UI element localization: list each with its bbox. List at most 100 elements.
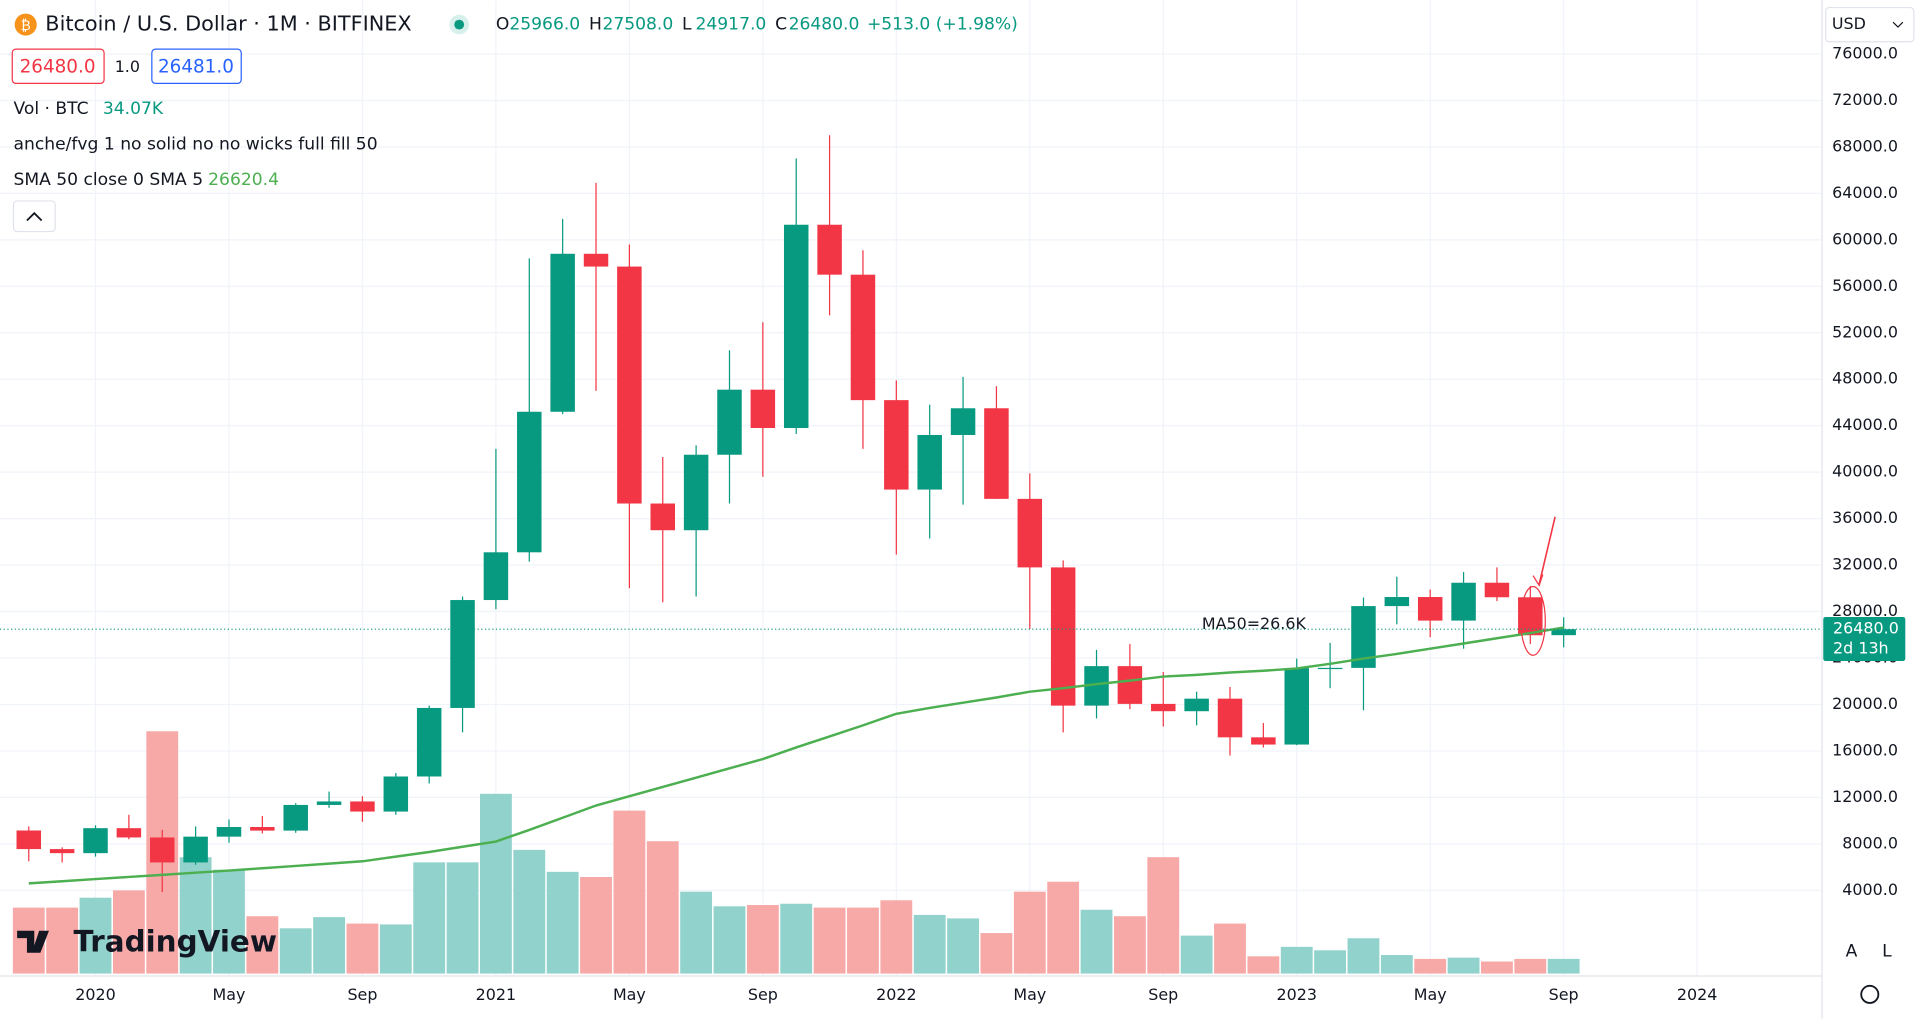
ohlc-value: 24917.0 (696, 15, 767, 35)
ma-line (28, 626, 1564, 885)
ohlc-label: C (775, 15, 787, 35)
volume-bar (1280, 946, 1313, 974)
ask-box[interactable] (151, 48, 242, 84)
body (717, 389, 742, 455)
volume-bar (513, 849, 546, 974)
y-tick-label: 44000.0 (1832, 415, 1898, 434)
x-tick-label: 2023 (1276, 985, 1316, 1004)
candles (16, 135, 1576, 893)
y-tick-label: 32000.0 (1832, 555, 1898, 574)
volume-bar (413, 862, 446, 974)
price-label: 26480.0 (1833, 619, 1899, 638)
currency-label: USD (1832, 14, 1866, 33)
button-label: L (1882, 942, 1892, 962)
body (16, 830, 42, 850)
volume-bar (1013, 891, 1046, 974)
volume-bar (346, 923, 379, 974)
collapse[interactable] (12, 200, 56, 233)
volume-bar (1447, 957, 1480, 974)
y-tick-label: 64000.0 (1832, 183, 1898, 202)
ohlc-label: O (496, 15, 509, 35)
coin-symbol: ₿ (21, 19, 31, 34)
body (1451, 582, 1476, 621)
volume-bar (646, 841, 679, 974)
y-tick-label: 48000.0 (1832, 369, 1898, 388)
title: Bitcoin / U.S. Dollar · 1M · BITFINEX (45, 12, 411, 36)
body (650, 503, 675, 531)
change: +513.0 (+1.98%) (867, 15, 1018, 35)
y-tick-label: 76000.0 (1832, 43, 1898, 62)
status-dot (454, 19, 465, 30)
body (1384, 597, 1410, 607)
volume-bar (980, 933, 1013, 974)
body (1017, 498, 1043, 568)
vol-name: Vol · BTC (13, 99, 88, 119)
volume-bar (213, 869, 245, 974)
volume-bar (313, 917, 345, 974)
settings[interactable] (1860, 984, 1880, 1004)
volume-bar (279, 928, 312, 974)
y-tick-label: 8000.0 (1842, 833, 1898, 852)
y-tick-label: 52000.0 (1832, 322, 1898, 341)
body (1484, 582, 1510, 598)
volume-bar (880, 900, 913, 974)
bid: 26480.0 (20, 56, 96, 77)
caret (1892, 21, 1904, 28)
body (1284, 668, 1309, 745)
volume-bar (379, 924, 412, 974)
button-label: A (1846, 942, 1858, 962)
annotation: MA50=26.6K (1202, 614, 1307, 633)
volume-bar (947, 918, 979, 974)
body (1551, 629, 1576, 636)
body (817, 224, 842, 275)
volume-bar (179, 857, 212, 974)
bid-box[interactable] (11, 48, 105, 84)
grid: 4000.08000.012000.016000.020000.024000.0… (0, 0, 1898, 1004)
x-tick-label: 2021 (476, 985, 516, 1004)
y-tick-label: 12000.0 (1832, 787, 1898, 806)
arrow (1538, 516, 1556, 585)
body (1317, 667, 1343, 670)
volume-bar (847, 907, 879, 974)
body (850, 274, 876, 401)
volume-bar (1414, 958, 1447, 974)
volume-bar (1113, 916, 1146, 974)
volume-bar (1080, 909, 1113, 974)
volume-bar (713, 906, 746, 974)
currency[interactable] (1825, 6, 1915, 43)
fvg: anche/fvg 1 no solid no no wicks full fi… (13, 135, 377, 155)
sma-name: SMA 50 close 0 SMA 5 (13, 170, 203, 190)
volume-bar (79, 897, 112, 974)
body (116, 828, 142, 838)
volume-bar (813, 907, 846, 974)
body (1417, 597, 1443, 621)
watermark: TradingView (73, 924, 277, 958)
body (1251, 737, 1276, 745)
volume-bar (580, 877, 612, 974)
y-tick-label: 60000.0 (1832, 229, 1898, 248)
tv-logo (17, 930, 49, 953)
body (316, 801, 342, 805)
volume-bar (1247, 956, 1280, 974)
button[interactable] (1872, 936, 1902, 967)
ohlc-label: L (682, 15, 692, 35)
x-tick-label: May (613, 985, 646, 1004)
button[interactable] (1836, 936, 1867, 967)
body (617, 266, 642, 504)
body (216, 827, 242, 837)
volume-bar (1214, 923, 1246, 974)
x-tick-label: May (213, 985, 246, 1004)
body (1117, 666, 1143, 704)
body (917, 434, 942, 490)
volume-bar (480, 793, 512, 974)
volume-bar (1514, 958, 1547, 974)
ohlc-value: 25966.0 (509, 15, 580, 35)
body (183, 836, 208, 863)
body (416, 707, 442, 777)
body (283, 804, 308, 831)
x-tick-label: 2020 (75, 985, 115, 1004)
body (950, 408, 976, 435)
volume-bar (780, 903, 813, 974)
